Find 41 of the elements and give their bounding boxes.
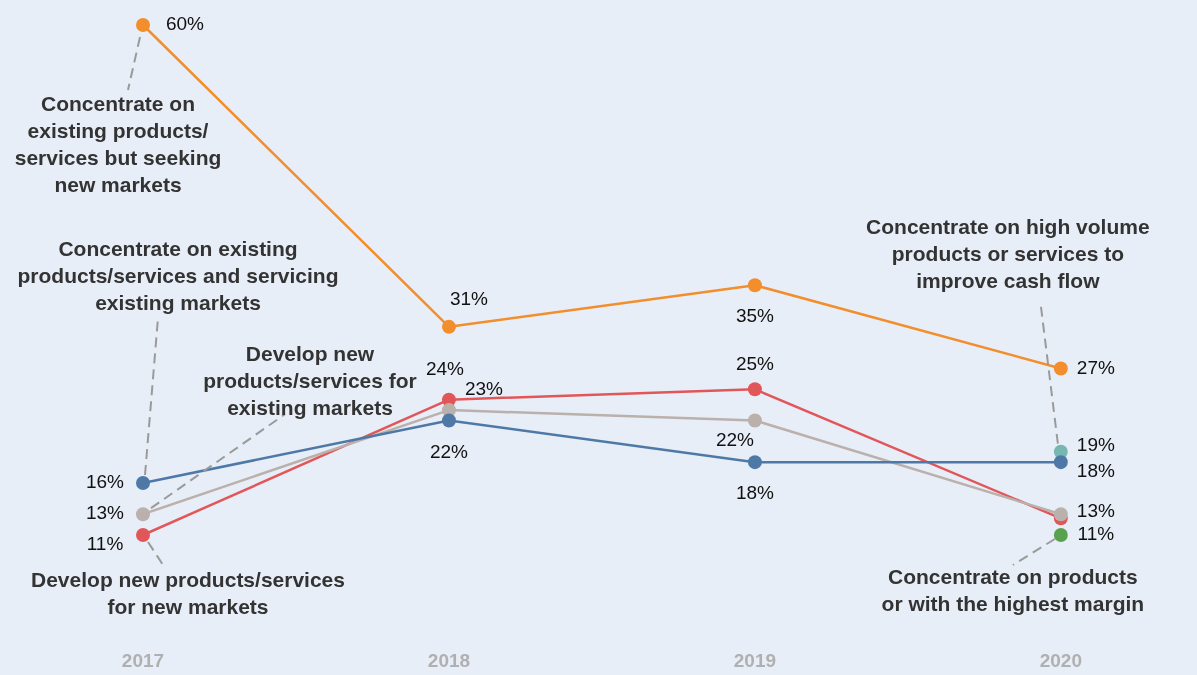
text: Develop new products/services for new markets <box>31 567 345 618</box>
point <box>136 507 150 522</box>
x-tick-label: 2020 <box>1039 649 1083 671</box>
point <box>441 319 456 334</box>
data-label: 13% <box>85 502 125 524</box>
data-label: 11% <box>86 533 124 555</box>
data-label: 11% <box>1077 523 1115 545</box>
x-tick-label: 2017 <box>121 649 165 671</box>
point <box>747 382 762 397</box>
point <box>1053 507 1068 522</box>
series-label: Concentrate on existing products/ services but seeking new markets <box>14 91 222 196</box>
data-label: 22% <box>715 428 755 450</box>
data-label: 35% <box>735 305 775 327</box>
x-tick-label: 2018 <box>427 649 471 671</box>
data-label: 25% <box>735 352 775 374</box>
data-label: 19% <box>1076 433 1115 455</box>
point <box>1053 528 1068 542</box>
text: Concentrate on existing products/services and servicing existing markets <box>17 236 339 314</box>
data-label: 22% <box>429 440 469 462</box>
point <box>136 475 150 490</box>
text: Concentrate on high volume products or services to improve cash flow <box>866 214 1150 292</box>
data-label: 27% <box>1076 356 1115 378</box>
point <box>747 413 762 428</box>
data-label: 16% <box>85 471 125 493</box>
data-label: 23% <box>464 378 504 400</box>
text: Concentrate on products or with the highest margin <box>881 564 1145 615</box>
data-label: 13% <box>1076 500 1115 522</box>
data-label: 18% <box>1076 460 1115 482</box>
point <box>747 455 762 470</box>
data-label: 31% <box>449 288 489 310</box>
data-label: 18% <box>735 482 775 504</box>
series-label: Develop new products/services for existing markets <box>203 341 417 419</box>
point <box>136 528 150 542</box>
point <box>441 413 456 428</box>
point <box>1053 455 1068 470</box>
point <box>136 18 150 32</box>
data-label: 24% <box>425 357 465 379</box>
point <box>1053 361 1068 376</box>
x-tick-label: 2019 <box>733 649 777 671</box>
point <box>747 278 762 293</box>
data-label: 60% <box>165 13 205 35</box>
